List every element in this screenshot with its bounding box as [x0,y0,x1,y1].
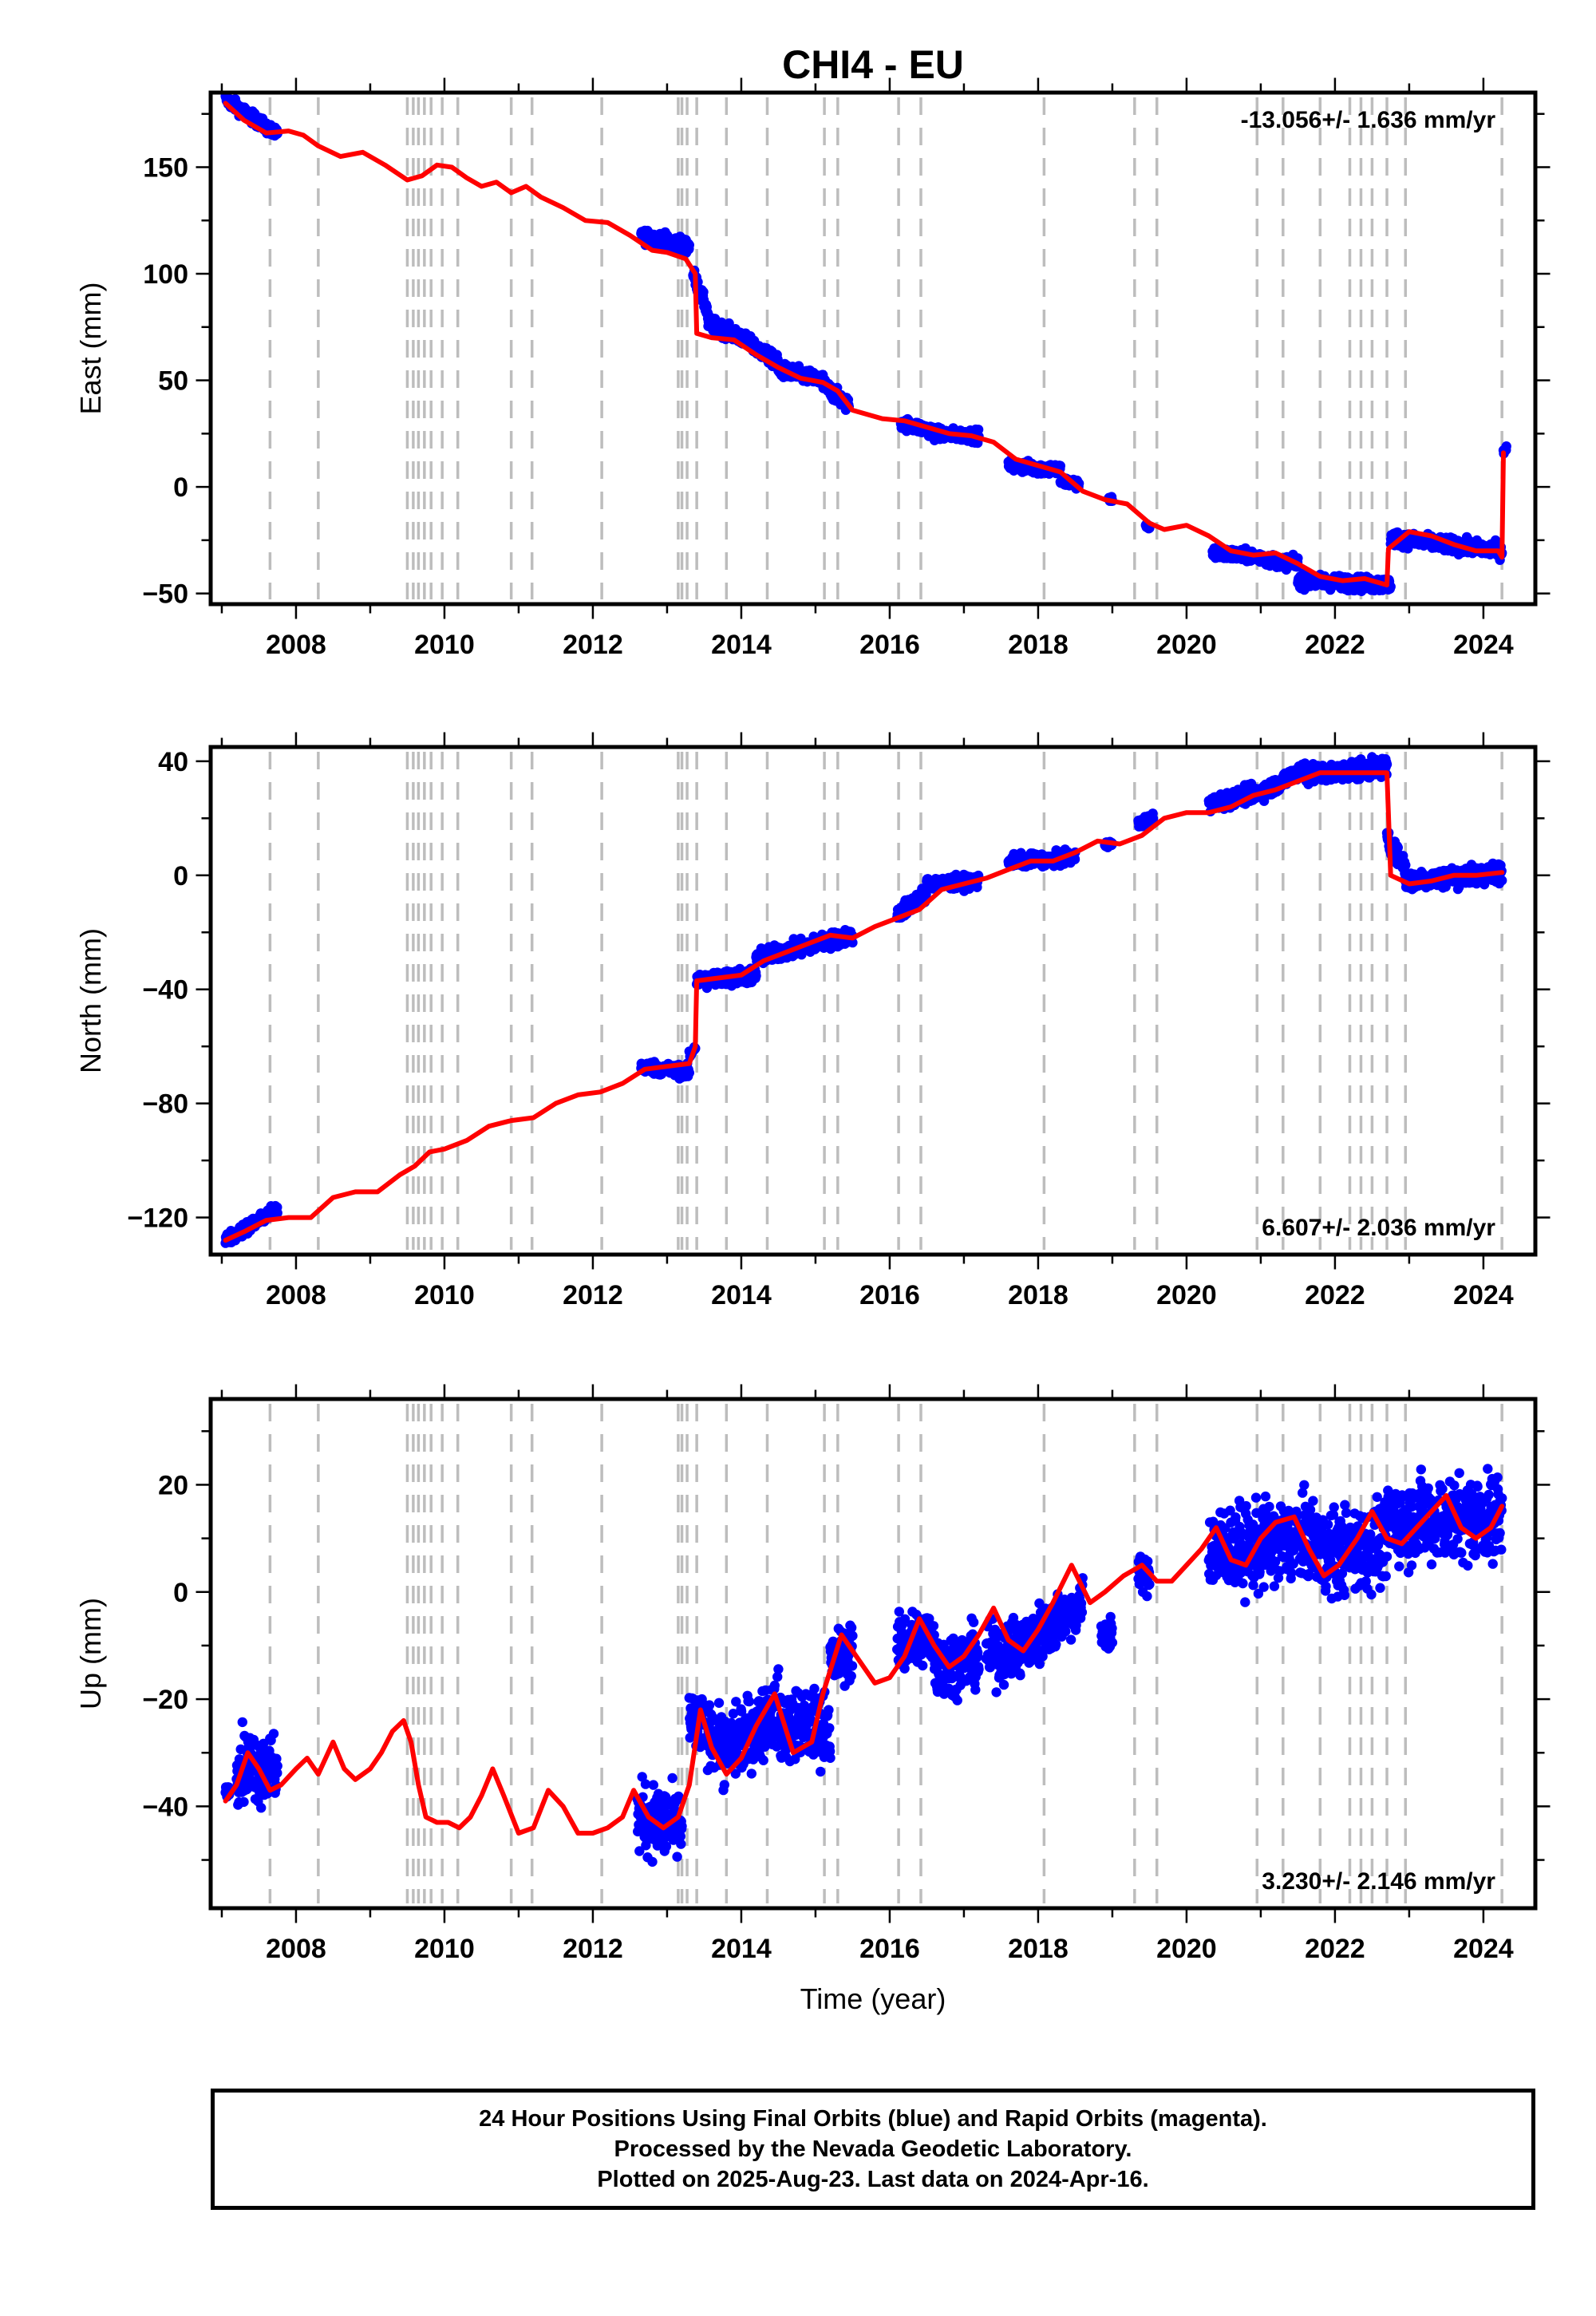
east-frame [208,90,1538,607]
x-tick-label: 2008 [266,1280,326,1310]
x-tick-label: 2008 [266,630,326,660]
east-y-axis-label: East (mm) [74,283,107,415]
data-point [640,1779,651,1789]
x-tick-label: 2020 [1156,1280,1217,1310]
data-point [731,1697,741,1707]
east-panel: 2008 2010 2012 2014 2016 2018 2020 2022 2024 −50 0… [74,77,1551,660]
y-tick-label: −50 [142,579,188,610]
y-tick-label: 50 [158,366,188,397]
north-y-axis-label: North (mm) [74,928,107,1073]
x-tick-label: 2010 [414,630,475,660]
x-tick-label: 2024 [1453,1280,1514,1310]
east-plot-area [220,93,1511,599]
north-model-line [223,770,1505,1243]
data-point [637,1772,647,1782]
x-tick-label: 2022 [1305,1280,1365,1310]
data-point [237,1717,247,1728]
north-panel: 2008 2010 2012 2014 2016 2018 2020 2022 2024 −120… [74,732,1551,1310]
data-point [1055,460,1066,471]
up-plot-area [220,1404,1507,1903]
data-point [272,1761,282,1771]
east-rate-label: -13.056+/- 1.636 mm/yr [1241,107,1496,133]
data-point [751,970,761,982]
data-point [256,1803,267,1813]
data-point [272,1207,282,1219]
y-tick-label: 40 [158,747,188,777]
data-point [746,1769,757,1779]
data-point [713,1697,725,1708]
x-tick-label: 2016 [859,630,920,660]
data-point [677,1821,687,1832]
east-model-line [223,101,1506,587]
data-point [1148,813,1159,824]
data-point [239,1796,249,1808]
y-tick-label: 0 [173,861,188,891]
x-tick-label: 2014 [711,1280,772,1310]
data-point [268,1729,279,1739]
data-point [698,287,709,298]
y-tick-label: −120 [127,1203,188,1234]
x-tick-label: 2022 [1305,630,1365,660]
data-point [634,1846,645,1856]
x-tick-label: 2024 [1453,630,1514,660]
chart-title: CHI4 - EU [782,42,964,87]
data-point [272,1768,282,1778]
north-plot-area [220,752,1507,1250]
data-point [684,239,694,251]
y-tick-label: 150 [143,152,188,183]
x-tick-label: 2020 [1156,630,1217,660]
up-panel: 2008 2010 2012 2014 2016 2018 2020 2022 2024−40−… [74,1384,1551,2015]
data-point [1501,441,1511,452]
data-point [661,1841,672,1852]
data-point [1381,759,1393,769]
data-point [660,1792,671,1802]
data-point [1400,860,1411,871]
x-tick-label: 2018 [1008,1280,1069,1310]
north-frame [208,745,1538,1257]
north-rate-label: 6.607+/- 2.036 mm/yr [1262,1215,1495,1241]
x-tick-label: 2014 [711,630,772,660]
data-point [675,1831,685,1842]
data-point [1497,875,1507,886]
data-point [1069,854,1080,865]
data-point [758,1755,768,1765]
y-tick-label: 100 [143,259,188,290]
panels-group: 2008 2010 2012 2014 2016 2018 2020 2022 2024 −50 0… [74,77,1551,2015]
data-point [736,1706,747,1717]
data-point [674,1791,684,1802]
data-point [719,1780,729,1790]
data-point [667,1773,678,1784]
data-point [684,1068,694,1078]
y-tick-label: 0 [173,472,188,503]
y-tick-label: −80 [142,1089,188,1120]
x-tick-label: 2012 [563,1280,623,1310]
x-tick-label: 2018 [1008,630,1069,660]
data-point [676,1839,686,1849]
y-tick-label: −40 [142,975,188,1006]
x-tick-label: 2016 [859,1280,920,1310]
x-tick-label: 2010 [414,1280,475,1310]
data-point [648,1780,658,1790]
data-point [672,1852,682,1862]
x-tick-label: 2012 [563,630,623,660]
data-point [744,1696,755,1707]
data-point [647,1856,658,1867]
data-point [704,1700,715,1710]
data-point [728,1709,739,1719]
data-point [730,1769,741,1779]
